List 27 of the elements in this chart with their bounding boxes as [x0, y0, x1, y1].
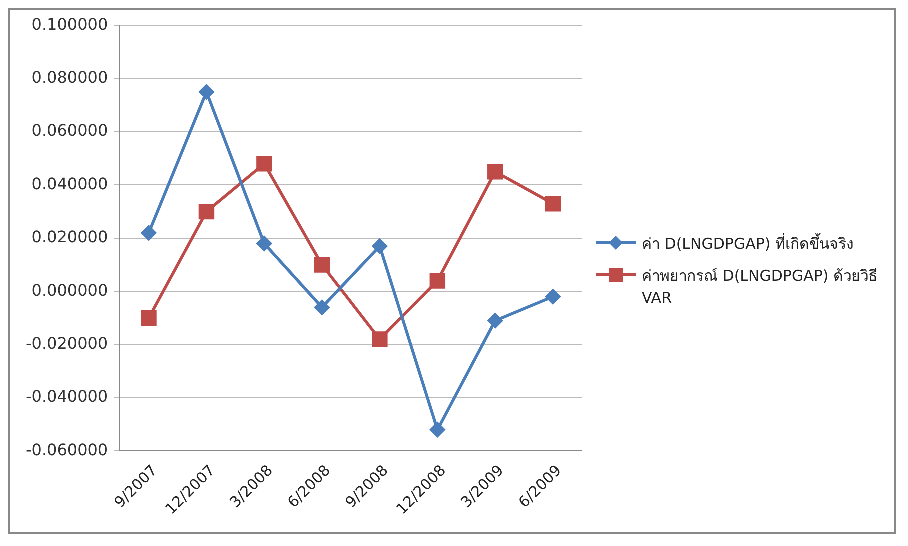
point	[198, 204, 215, 220]
y-tick-label: 0.100000	[32, 14, 108, 34]
point	[488, 164, 504, 180]
y-tick-label: 0.040000	[32, 174, 108, 194]
point	[199, 84, 214, 100]
point	[141, 310, 157, 326]
point	[488, 313, 503, 328]
point	[141, 226, 156, 241]
point	[314, 300, 330, 316]
y-tick-label: -0.060000	[26, 440, 108, 460]
y-tick-label: 0.000000	[32, 280, 108, 300]
y-tick-label: 0.080000	[32, 68, 108, 87]
legend-label: ค่า D(LNGDPGAP) ที่เกิดขึ้นจริง	[642, 233, 854, 255]
y-tick-label: 0.060000	[32, 121, 108, 140]
point	[372, 238, 388, 254]
point	[372, 332, 388, 348]
y-tick-label: -0.040000	[26, 387, 108, 406]
point	[546, 289, 561, 304]
y-tick-label: -0.020000	[26, 334, 108, 353]
point	[256, 156, 272, 172]
point	[314, 257, 330, 273]
y-tick-label: 0.020000	[32, 228, 108, 247]
point	[545, 196, 561, 212]
legend-label: ค่าพยากรณ์ D(LNGDPGAP) ด้วยวิธี VAR	[642, 266, 879, 309]
point	[256, 236, 272, 252]
point	[430, 422, 446, 438]
point	[430, 273, 446, 289]
